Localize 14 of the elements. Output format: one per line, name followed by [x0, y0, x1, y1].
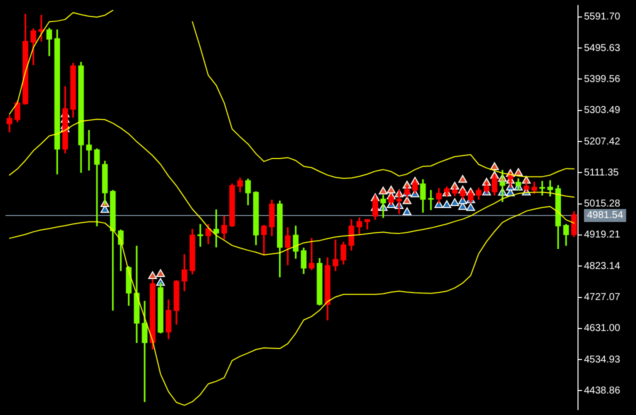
- y-tick-label: 5303.49: [584, 105, 621, 116]
- y-tick-label: 4919.21: [584, 230, 621, 241]
- ref-line-label: 4981.54: [587, 210, 624, 222]
- y-tick-label: 4727.07: [584, 292, 621, 304]
- y-tick-label: 5591.70: [584, 12, 621, 23]
- y-tick-label: 5015.28: [584, 198, 621, 210]
- y-tick-label: 5399.56: [584, 74, 621, 85]
- y-tick-label: 4438.86: [584, 385, 621, 396]
- y-tick-label: 5207.42: [584, 136, 621, 148]
- y-tick-label: 4823.14: [584, 260, 621, 272]
- y-tick-label: 5495.63: [584, 42, 621, 54]
- y-tick-label: 5111.35: [584, 167, 620, 178]
- y-tick-label: 4631.00: [584, 323, 621, 334]
- y-tick-label: 4534.93: [584, 354, 621, 366]
